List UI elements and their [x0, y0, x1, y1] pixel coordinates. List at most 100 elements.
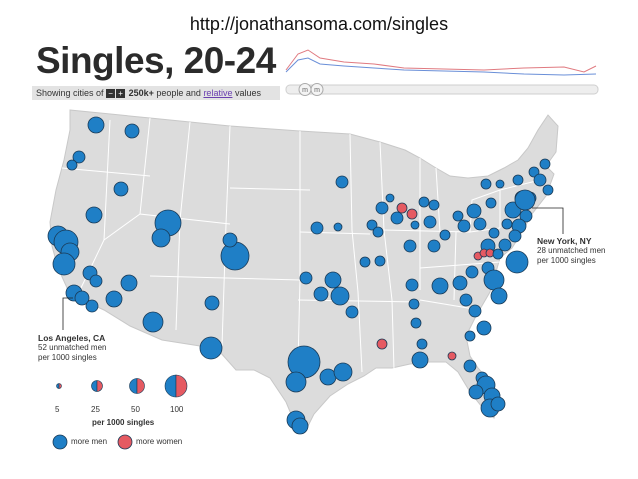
city-bubble-more-men[interactable] — [490, 396, 506, 412]
city-bubble-more-women[interactable] — [406, 208, 418, 220]
city-bubble-more-men[interactable] — [74, 290, 90, 306]
city-bubble-more-men[interactable] — [498, 238, 512, 252]
annotation-leaders — [62, 207, 564, 330]
city-bubble-more-men[interactable] — [480, 178, 492, 190]
relative-values-link[interactable]: relative — [203, 88, 233, 98]
city-bubble-more-men[interactable] — [310, 221, 324, 235]
city-bubble-more-men[interactable] — [476, 320, 492, 336]
city-bubble-more-men[interactable] — [124, 123, 140, 139]
city-bubble-more-men[interactable] — [483, 269, 505, 291]
city-bubble-more-men[interactable] — [345, 305, 359, 319]
city-bubble-more-men[interactable] — [313, 286, 329, 302]
city-bubble-more-men[interactable] — [427, 239, 441, 253]
city-bubble-more-men[interactable] — [466, 203, 482, 219]
city-bubble-more-men[interactable] — [490, 287, 508, 305]
slider-handle-right[interactable] — [310, 83, 324, 96]
city-bubble-more-men[interactable] — [468, 304, 482, 318]
filter-prefix: Showing cities of — [36, 88, 104, 98]
city-bubble-more-men[interactable] — [222, 232, 238, 248]
annotation-new-york-city: New York, NY — [537, 236, 592, 246]
city-bubble-more-men[interactable] — [291, 417, 309, 435]
minus-icon[interactable]: − — [106, 89, 116, 99]
age-slider-track[interactable] — [285, 84, 599, 95]
city-bubble-more-men[interactable] — [372, 226, 384, 238]
city-bubble-more-men[interactable] — [105, 290, 123, 308]
city-bubble-more-men[interactable] — [366, 219, 378, 231]
city-bubble-more-women[interactable] — [447, 351, 457, 361]
city-bubble-more-men[interactable] — [204, 295, 220, 311]
city-bubble-more-men[interactable] — [428, 199, 440, 211]
city-bubble-more-men[interactable] — [410, 317, 422, 329]
city-bubble-more-men[interactable] — [66, 159, 78, 171]
annotation-new-york-line2: per 1000 singles — [537, 256, 596, 265]
city-bubble-more-men[interactable] — [319, 368, 337, 386]
city-bubble-more-men[interactable] — [120, 274, 138, 292]
city-bubble-more-men[interactable] — [439, 229, 451, 241]
city-bubble-more-men[interactable] — [485, 197, 497, 209]
city-bubble-more-men[interactable] — [390, 211, 404, 225]
city-bubble-more-men[interactable] — [457, 219, 471, 233]
legend-size-circle-100-women — [175, 374, 188, 398]
city-bubble-more-men[interactable] — [533, 173, 547, 187]
trend-line-blue — [285, 57, 597, 76]
city-bubble-more-men[interactable] — [410, 220, 420, 230]
city-bubble-more-men[interactable] — [542, 184, 554, 196]
city-bubble-more-men[interactable] — [285, 371, 307, 393]
city-bubble-more-men[interactable] — [468, 384, 484, 400]
city-bubble-more-men[interactable] — [492, 248, 504, 260]
city-bubble-more-women[interactable] — [376, 338, 388, 350]
city-bubble-more-men[interactable] — [299, 271, 313, 285]
city-bubble-more-men[interactable] — [411, 351, 429, 369]
city-bubble-more-men[interactable] — [473, 217, 487, 231]
city-bubble-more-men[interactable] — [416, 338, 428, 350]
city-bubble-more-men[interactable] — [113, 181, 129, 197]
city-bubble-more-men[interactable] — [359, 256, 371, 268]
city-bubble-more-men[interactable] — [375, 201, 389, 215]
city-bubble-more-men[interactable] — [87, 116, 105, 134]
city-bubble-more-men[interactable] — [431, 277, 449, 295]
city-bubble-more-men[interactable] — [495, 179, 505, 189]
city-bubble-more-men[interactable] — [89, 274, 103, 288]
city-bubble-more-men[interactable] — [464, 330, 476, 342]
city-bubble-more-men[interactable] — [501, 218, 513, 230]
city-bubble-more-men[interactable] — [405, 278, 419, 292]
city-bubble-more-men[interactable] — [418, 196, 430, 208]
city-bubble-more-men[interactable] — [335, 175, 349, 189]
city-bubble-more-men[interactable] — [528, 166, 540, 178]
city-bubble-more-men[interactable] — [72, 150, 86, 164]
city-bubble-more-men[interactable] — [52, 252, 76, 276]
city-bubble-more-men[interactable] — [142, 311, 164, 333]
city-bubble-more-men[interactable] — [85, 206, 103, 224]
city-bubble-more-men[interactable] — [512, 174, 524, 186]
city-bubble-more-men[interactable] — [324, 271, 342, 289]
city-bubble-more-men[interactable] — [539, 158, 551, 170]
plus-icon[interactable]: + — [116, 89, 126, 99]
city-bubble-more-men[interactable] — [333, 362, 353, 382]
city-bubble-more-men[interactable] — [452, 210, 464, 222]
city-bubble-more-men[interactable] — [465, 265, 479, 279]
city-bubble-more-men[interactable] — [85, 299, 99, 313]
city-bubble-more-men[interactable] — [199, 336, 223, 360]
city-bubble-more-men[interactable] — [459, 293, 473, 307]
annotation-los-angeles: Los Angeles, CA 52 unmatched men per 100… — [38, 333, 107, 363]
city-bubble-more-men[interactable] — [423, 215, 437, 229]
city-bubble-more-women[interactable] — [396, 202, 408, 214]
city-bubble-more-men[interactable] — [408, 298, 420, 310]
annotation-new-york: New York, NY 28 unmatched men per 1000 s… — [537, 236, 606, 266]
city-bubble-more-men[interactable] — [333, 222, 343, 232]
city-bubble-more-men[interactable] — [514, 189, 536, 211]
city-bubble-more-men[interactable] — [452, 275, 468, 291]
city-bubble-more-men[interactable] — [374, 255, 386, 267]
city-bubble-more-men[interactable] — [403, 239, 417, 253]
city-bubble-more-men[interactable] — [151, 228, 171, 248]
city-bubble-more-men[interactable] — [505, 250, 529, 274]
city-bubble-more-men[interactable] — [508, 229, 522, 243]
legend-size-title: per 1000 singles — [92, 418, 155, 427]
city-bubble-more-men[interactable] — [220, 241, 250, 271]
city-bubbles — [47, 116, 554, 435]
city-bubble-more-men[interactable] — [463, 359, 477, 373]
annotation-los-angeles-line1: 52 unmatched men — [38, 343, 107, 352]
city-bubble-more-men[interactable] — [330, 286, 350, 306]
city-bubble-more-men[interactable] — [488, 227, 500, 239]
city-bubble-more-men[interactable] — [385, 193, 395, 203]
